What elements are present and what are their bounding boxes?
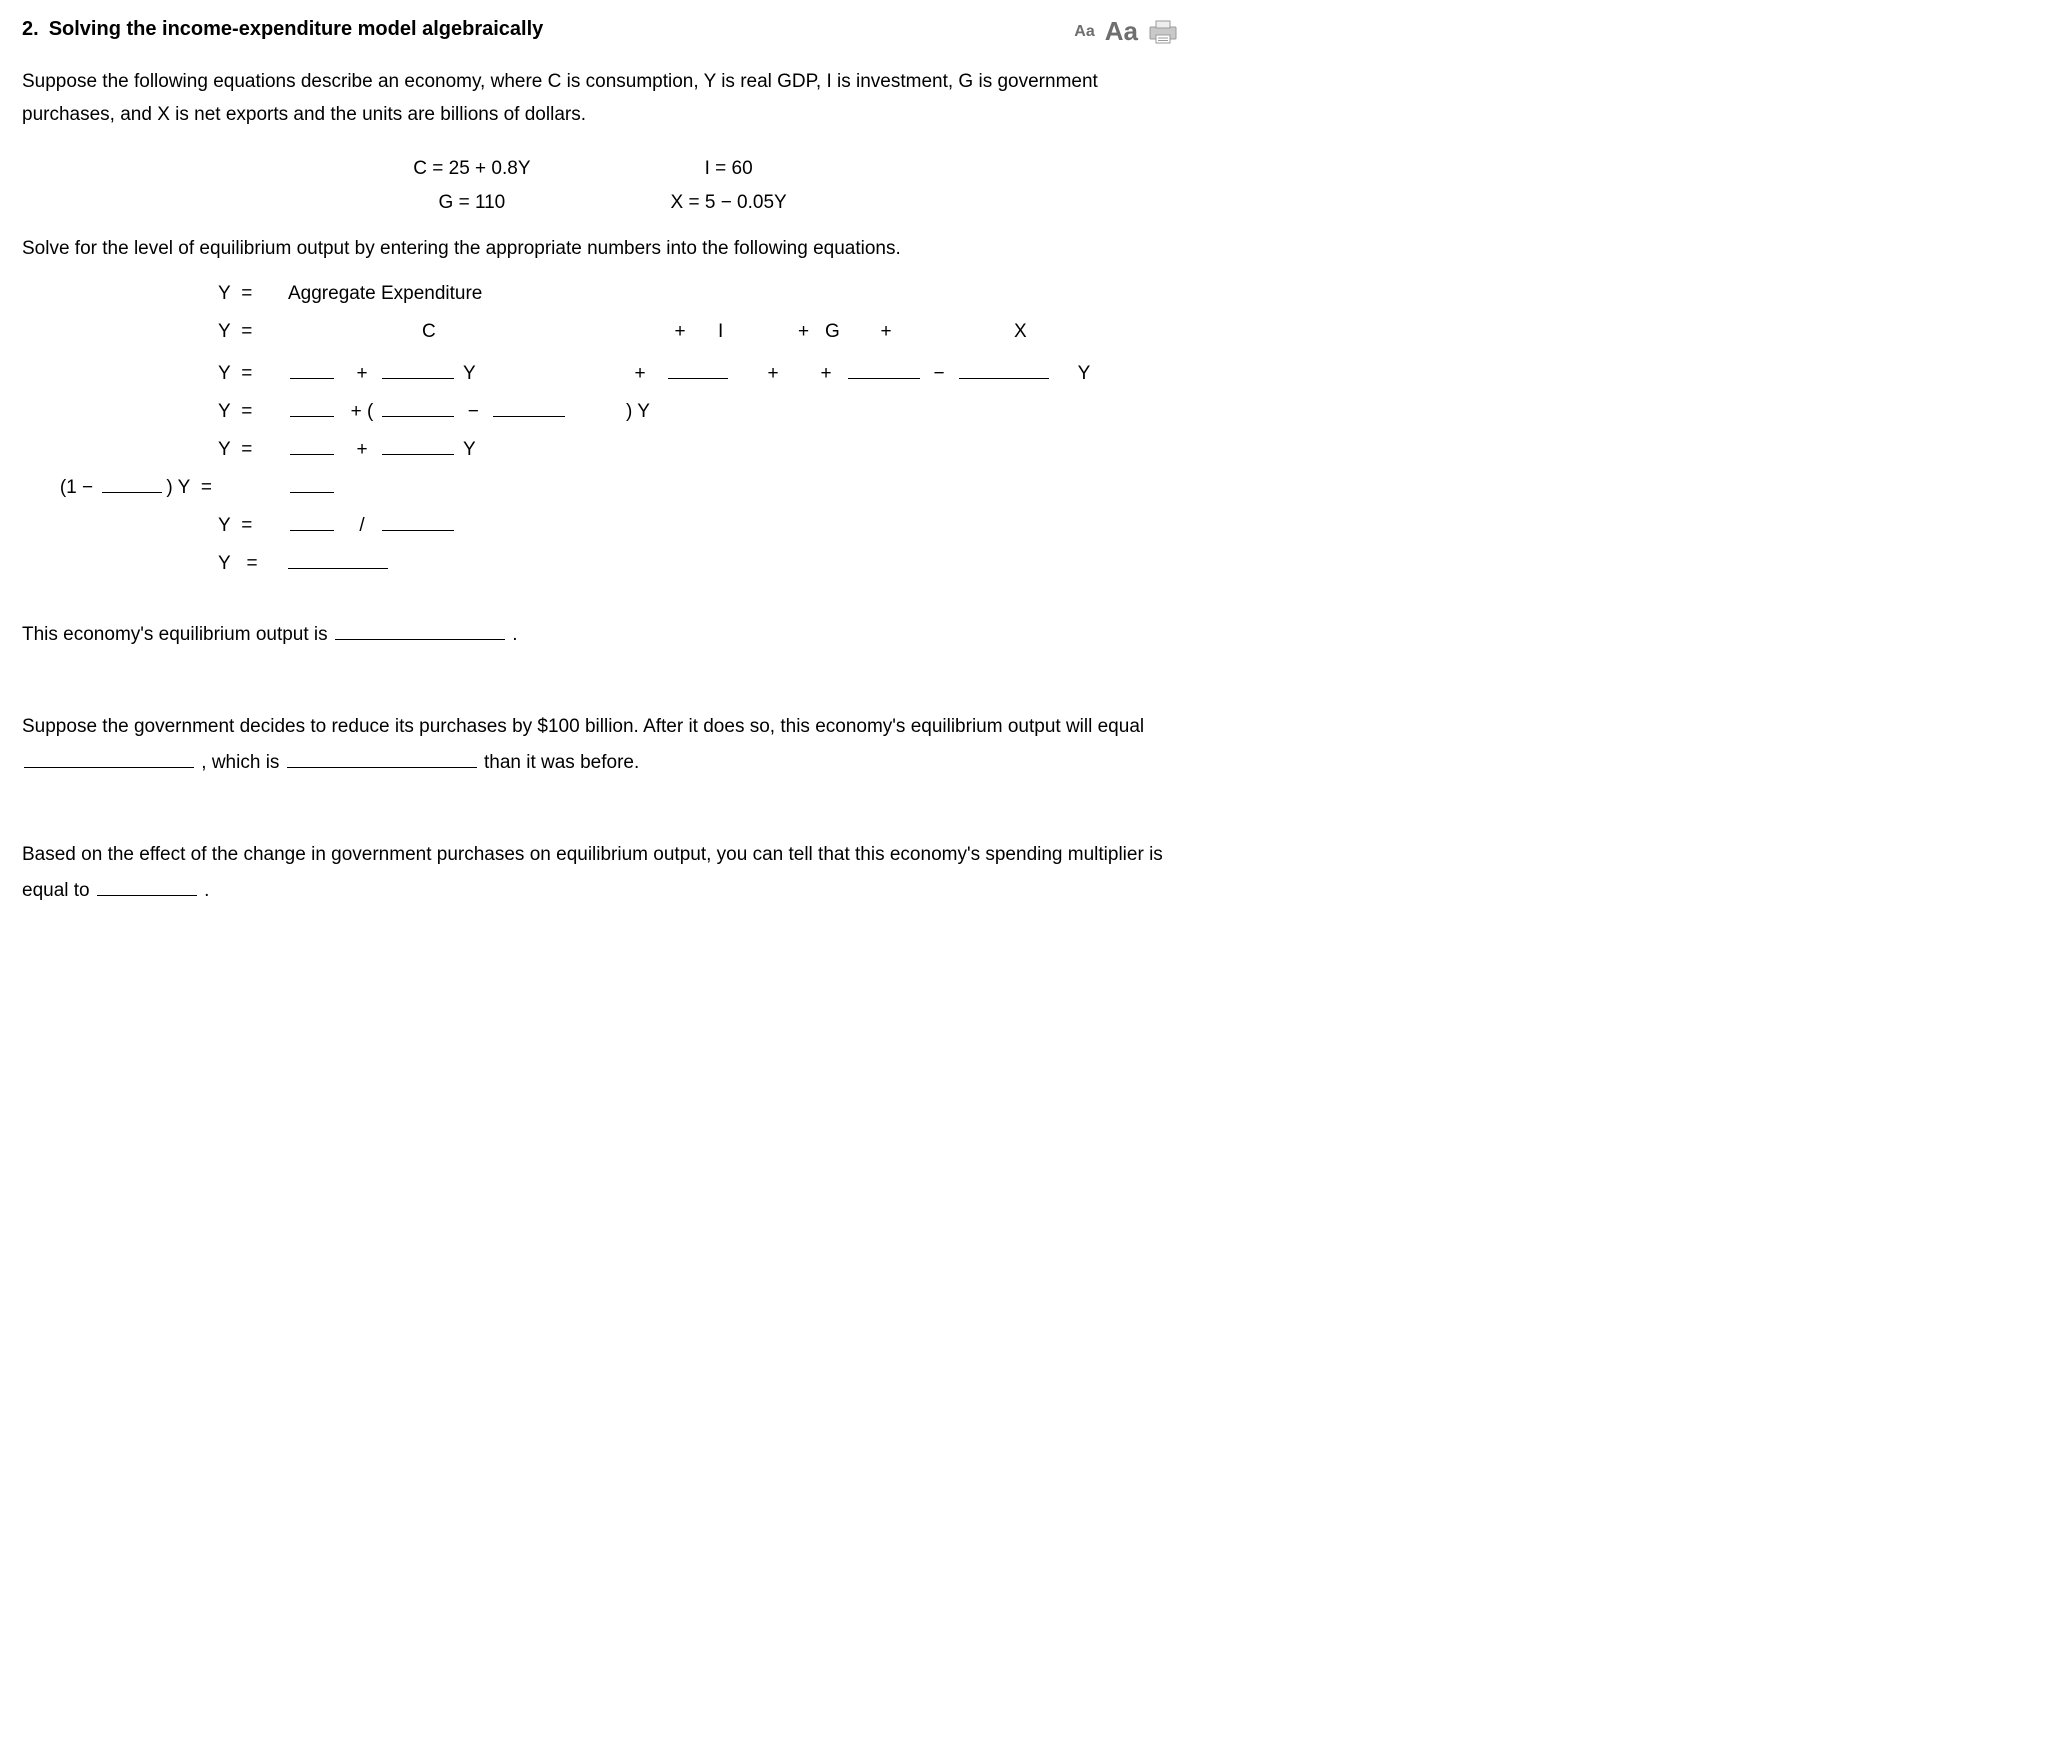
multiplier-paragraph: Based on the effect of the change in gov… [22,837,1178,909]
plus: + [622,363,658,385]
eq-X: X = 5 − 0.05Y [671,192,787,214]
lhs: Y = [218,553,282,575]
eq-C: C = 25 + 0.8Y [413,158,530,180]
question-number: 2. [22,18,39,40]
eq-G: G = 110 [439,192,506,214]
paren-open: (1 − [60,477,93,498]
lhs: Y = [218,439,282,461]
blank-input[interactable] [382,511,454,531]
given-equations: C = 25 + 0.8Y G = 110 I = 60 X = 5 − 0.0… [22,158,1178,214]
minus: − [924,363,954,385]
blank-input[interactable] [290,511,334,531]
aggregate-expenditure-label: Aggregate Expenditure [282,283,482,305]
blank-input[interactable] [493,397,565,417]
toolbar: Aa Aa [1074,16,1178,47]
paren-close-yeq: ) Y = [166,477,212,498]
var-C: C [382,321,662,343]
blank-input[interactable] [24,748,194,768]
plus: + [342,439,382,461]
intro-paragraph: Suppose the following equations describe… [22,65,1178,132]
blank-input[interactable] [382,435,454,455]
var-Y: Y [1054,363,1114,385]
instruction-paragraph: Solve for the level of equilibrium outpu… [22,232,1178,265]
question-title: 2. Solving the income-expenditure model a… [22,18,543,41]
plus: + [808,363,844,385]
equilibrium-output-sentence: This economy's equilibrium output is . [22,617,1178,653]
blank-input[interactable] [290,397,334,417]
blank-input[interactable] [335,620,505,640]
plus: + [342,363,382,385]
var-X: X [1014,321,1114,343]
lhs: Y = [218,401,282,423]
lhs: Y = [218,283,282,305]
blank-input[interactable] [97,876,197,896]
blank-input[interactable] [290,359,334,379]
font-increase-button[interactable]: Aa [1105,16,1138,47]
plus: + [662,321,698,343]
plus: + [868,321,904,343]
blank-input[interactable] [102,473,162,493]
lhs: Y = [218,515,282,537]
blank-input[interactable] [382,359,454,379]
eq-I: I = 60 [705,158,753,180]
question-heading: Solving the income-expenditure model alg… [49,18,544,40]
blank-input[interactable] [288,549,388,569]
font-decrease-button[interactable]: Aa [1074,23,1094,41]
plus: + [798,321,809,342]
lhs: Y = [218,321,282,343]
plus-paren: + ( [342,401,382,423]
work-area: Y = Aggregate Expenditure Y = C + I + G … [52,283,1178,587]
plus: + [738,363,808,385]
var-Y: Y [459,363,479,385]
lhs: Y = [218,363,282,385]
blank-input[interactable] [959,359,1049,379]
blank-input[interactable] [290,435,334,455]
blank-input[interactable] [382,397,454,417]
blank-input[interactable] [290,473,334,493]
gov-reduction-paragraph: Suppose the government decides to reduce… [22,709,1178,781]
var-I: I [698,321,798,343]
print-icon[interactable] [1148,19,1178,45]
slash: / [342,515,382,537]
var-Y: Y [459,439,479,461]
minus: − [459,401,487,423]
blank-input[interactable] [848,359,920,379]
blank-input[interactable] [668,359,728,379]
var-G: G [825,321,840,342]
blank-input[interactable] [287,748,477,768]
close-paren-Y: ) Y [622,401,650,423]
